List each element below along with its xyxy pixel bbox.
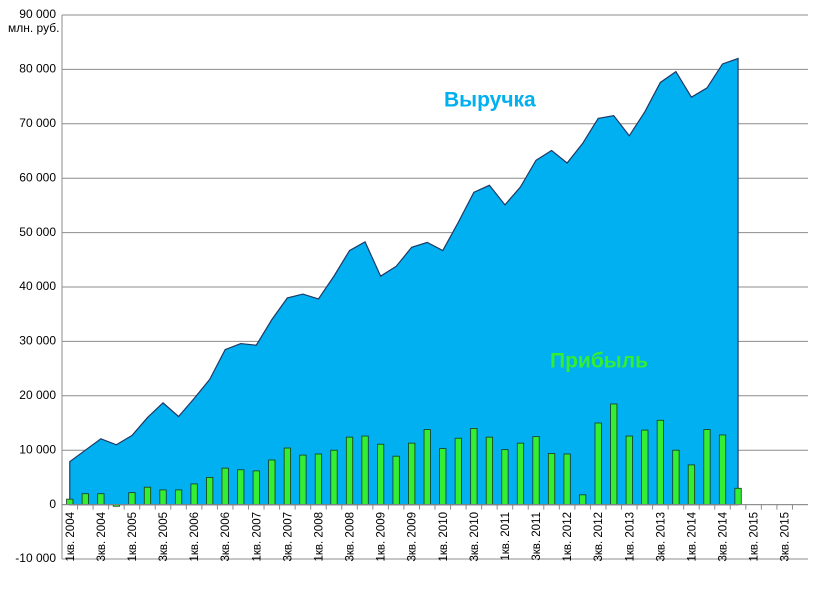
x-tick-label: 3кв. 2011 xyxy=(531,512,543,561)
bar xyxy=(454,437,462,505)
y-tick-label: 70 000 xyxy=(19,116,56,130)
x-tick-label: 1кв. 2008 xyxy=(313,512,325,562)
bar xyxy=(190,483,198,506)
x-tick-label: 3кв. 2006 xyxy=(220,512,232,562)
x-tick-label: 3кв. 2015 xyxy=(780,512,792,562)
bar xyxy=(345,436,354,506)
y-tick-label: 20 000 xyxy=(19,388,56,402)
bar xyxy=(299,454,307,506)
x-tick-label: 1кв. 2012 xyxy=(562,512,574,562)
x-tick-label: 3кв. 2008 xyxy=(345,512,357,562)
bar xyxy=(408,442,416,505)
bar xyxy=(143,486,152,505)
bar xyxy=(470,428,478,506)
bar xyxy=(252,470,260,506)
bar xyxy=(734,487,742,505)
bar xyxy=(718,434,727,505)
x-tick-label: 1кв. 2013 xyxy=(624,512,636,562)
bar xyxy=(283,447,291,505)
x-tick-label: 3кв. 2014 xyxy=(718,511,730,561)
series-label: Выручка xyxy=(444,89,536,112)
series-label: Прибыль xyxy=(550,350,648,373)
bar xyxy=(532,436,540,506)
x-tick-label: 1кв. 2014 xyxy=(686,511,698,561)
bar xyxy=(128,492,136,505)
bar xyxy=(314,453,323,505)
y-tick-label: 40 000 xyxy=(19,279,56,293)
bar xyxy=(547,453,556,505)
x-tick-label: 3кв. 2010 xyxy=(469,512,481,562)
bar xyxy=(625,435,633,505)
y-tick-label: -10 000 xyxy=(15,551,56,565)
bar xyxy=(174,489,183,505)
y-tick-label: 90 000 xyxy=(19,7,56,21)
bar xyxy=(206,476,214,505)
y-axis-label: млн. руб. xyxy=(8,21,59,35)
bar xyxy=(516,442,525,505)
y-tick-label: 80 000 xyxy=(19,62,56,76)
x-tick-label: 1кв. 2015 xyxy=(749,512,761,562)
bar xyxy=(330,449,338,506)
x-tick-label: 1кв. 2010 xyxy=(438,512,450,562)
bar xyxy=(237,469,245,505)
x-tick-label: 1кв. 2005 xyxy=(127,512,139,562)
bar xyxy=(268,459,276,506)
y-tick-label: 60 000 xyxy=(19,170,56,184)
x-tick-label: 3кв. 2007 xyxy=(282,512,294,562)
x-tick-label: 3кв. 2009 xyxy=(407,512,419,562)
x-tick-label: 1кв. 2004 xyxy=(65,511,77,561)
bar xyxy=(377,443,385,506)
x-tick-label: 1кв. 2009 xyxy=(376,512,388,562)
bar xyxy=(672,449,680,506)
x-tick-label: 3кв. 2005 xyxy=(158,512,170,562)
bar xyxy=(66,498,74,506)
x-tick-label: 1кв. 2011 xyxy=(500,512,512,561)
bar xyxy=(485,436,493,506)
bar xyxy=(423,429,431,506)
bar xyxy=(656,419,664,505)
bar xyxy=(439,448,447,505)
y-tick-label: 10 000 xyxy=(19,442,56,456)
bar xyxy=(501,449,509,506)
x-tick-label: 3кв. 2004 xyxy=(96,511,108,561)
x-tick-label: 1кв. 2006 xyxy=(189,512,201,562)
bar xyxy=(641,429,649,505)
y-tick-label: 50 000 xyxy=(19,225,56,239)
x-tick-label: 3кв. 2012 xyxy=(593,512,605,562)
bar xyxy=(563,453,571,505)
bar xyxy=(361,435,369,505)
bar xyxy=(392,455,400,505)
bar xyxy=(221,467,229,506)
bar xyxy=(610,403,618,505)
y-tick-label: 0 xyxy=(49,497,56,511)
bar xyxy=(81,493,89,506)
x-tick-label: 3кв. 2013 xyxy=(655,512,667,562)
x-tick-label: 1кв. 2007 xyxy=(251,512,263,562)
bar xyxy=(594,422,602,505)
area xyxy=(69,57,739,506)
bar xyxy=(159,489,167,505)
bar xyxy=(703,429,711,506)
bar xyxy=(97,493,105,506)
bar xyxy=(579,494,587,506)
y-tick-label: 30 000 xyxy=(19,334,56,348)
bar xyxy=(687,464,696,506)
